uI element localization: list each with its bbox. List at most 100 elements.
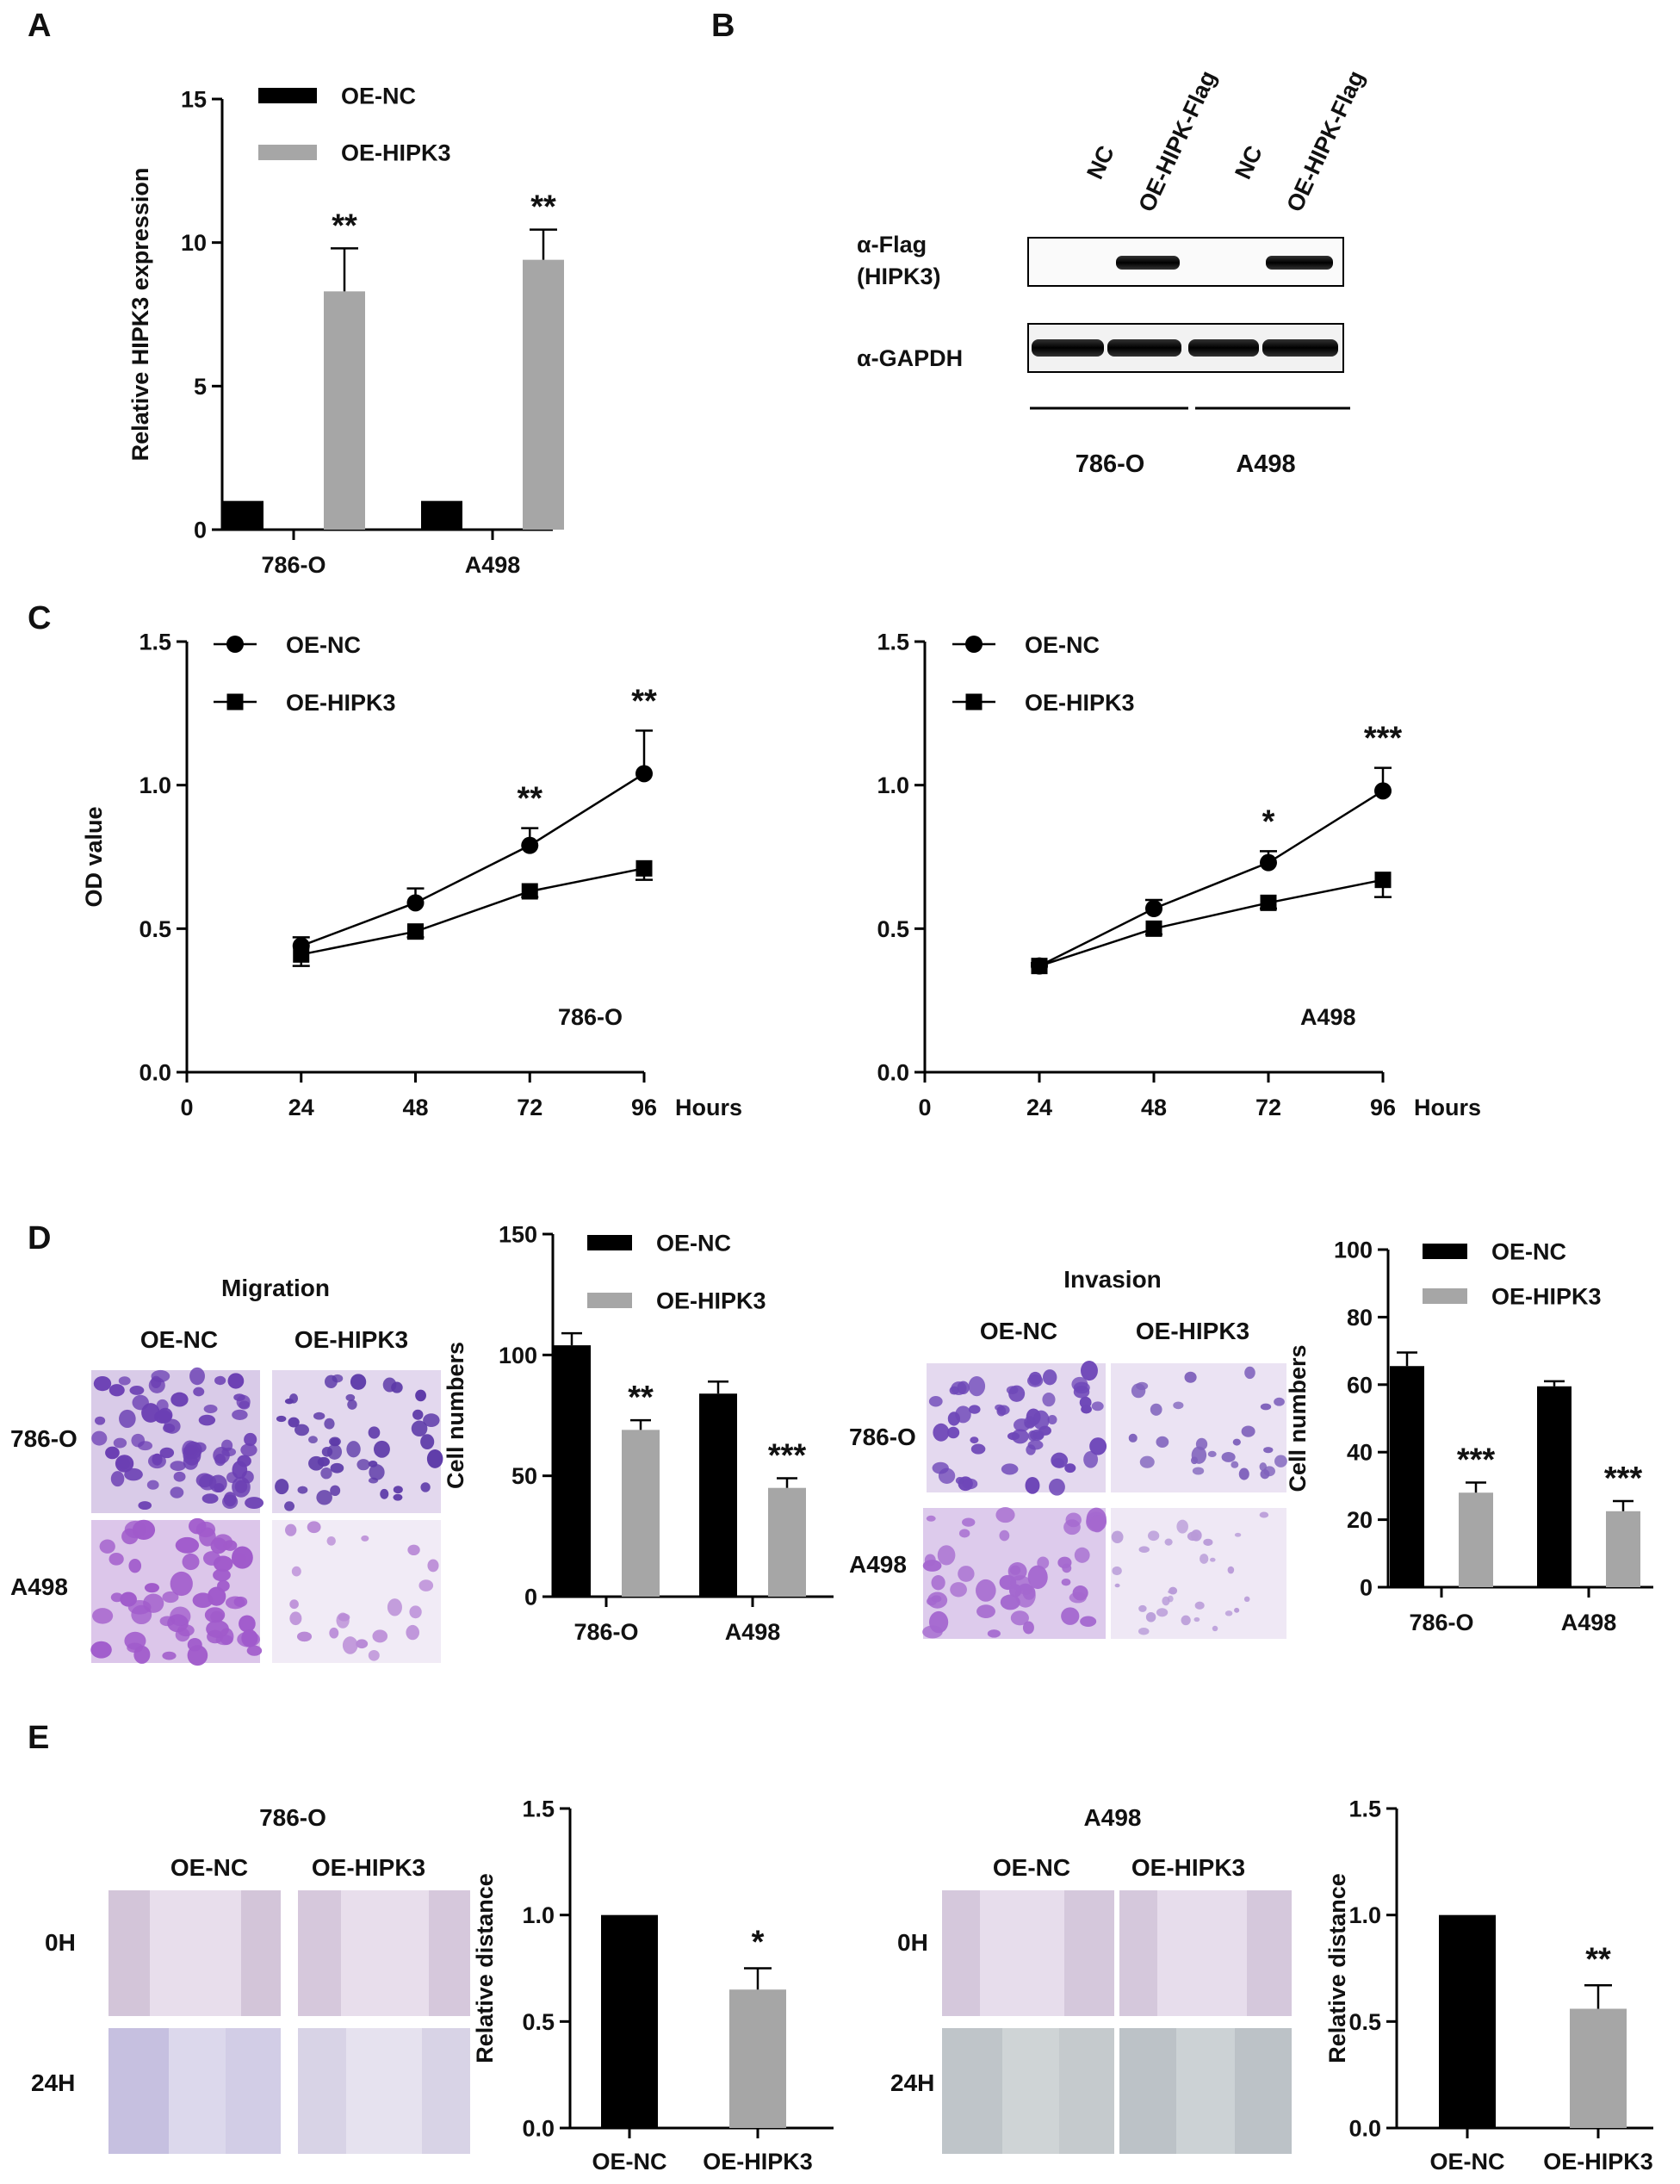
bar — [1537, 1386, 1572, 1587]
bar — [1570, 2008, 1627, 2128]
cell — [926, 1515, 936, 1522]
cell — [138, 1441, 153, 1451]
cell — [356, 1639, 369, 1649]
y-tick-label: 1.0 — [139, 772, 171, 798]
cell — [976, 1604, 995, 1618]
cell — [329, 1627, 339, 1639]
x-tick-label: 48 — [402, 1095, 428, 1120]
cell — [173, 1471, 186, 1482]
x-tick-label: OE-NC — [592, 2149, 667, 2175]
cell — [177, 1624, 195, 1637]
legend-label: OE-HIPK3 — [656, 1287, 766, 1313]
cell — [234, 1480, 248, 1493]
cell — [1164, 1538, 1173, 1546]
cell — [236, 1394, 251, 1409]
cell — [1065, 1512, 1082, 1528]
cell — [369, 1464, 385, 1480]
cell — [1263, 1447, 1274, 1454]
cell — [1010, 1575, 1031, 1591]
cell — [962, 1517, 976, 1527]
cell — [1259, 1511, 1269, 1518]
cell — [412, 1409, 424, 1420]
cell — [1069, 1591, 1087, 1604]
cell — [933, 1423, 950, 1442]
micrograph-row-label: 24H — [890, 2069, 934, 2096]
chart-annotation: A498 — [1300, 1004, 1356, 1030]
cell — [1191, 1446, 1207, 1464]
cell — [368, 1426, 381, 1439]
cell — [146, 1480, 159, 1490]
micrograph-image — [1111, 1363, 1287, 1492]
cell — [415, 1389, 426, 1402]
x-tick-label: A498 — [465, 552, 521, 578]
cell — [1081, 1405, 1092, 1414]
cell — [276, 1415, 287, 1423]
cell — [947, 1426, 960, 1439]
wound-image — [298, 2028, 470, 2154]
cell — [1210, 1557, 1216, 1562]
y-tick-label: 0.5 — [877, 916, 909, 942]
y-tick-label: 1.5 — [1348, 1796, 1381, 1821]
significance-label: ** — [1585, 1941, 1611, 1977]
x-tick-label: 96 — [631, 1095, 657, 1120]
cell — [1138, 1604, 1147, 1612]
blot-row-label: (HIPK3) — [857, 264, 941, 289]
cell — [110, 1471, 125, 1487]
cell — [138, 1501, 152, 1511]
cell — [1139, 1455, 1155, 1468]
x-tick-label: 48 — [1141, 1095, 1167, 1120]
cell — [162, 1651, 177, 1660]
cell — [1187, 1531, 1199, 1542]
cell — [246, 1645, 263, 1656]
cell — [1259, 1462, 1268, 1472]
cell — [1221, 1451, 1236, 1462]
cell — [1049, 1478, 1065, 1496]
y-tick-label: 0 — [524, 1584, 537, 1610]
cell — [1061, 1578, 1071, 1586]
micrograph-col-label: OE-NC — [140, 1326, 218, 1353]
cell — [1112, 1566, 1122, 1576]
bar — [601, 1914, 658, 2128]
micrograph-image — [927, 1361, 1107, 1496]
wound-image — [108, 1890, 281, 2016]
legend-swatch — [1423, 1244, 1467, 1259]
y-tick-label: 0 — [194, 517, 207, 543]
micrograph-image — [90, 1517, 263, 1666]
wound-image — [108, 2028, 281, 2154]
cell — [962, 1478, 978, 1490]
cell — [999, 1529, 1010, 1542]
y-tick-label: 5 — [194, 374, 207, 400]
cell — [206, 1620, 229, 1638]
chart-c-a498-od: 0.00.51.01.50 24 48 72 96 Hours****A498OE-NCO… — [877, 629, 1481, 1120]
cell — [1232, 1438, 1241, 1446]
cell — [393, 1486, 403, 1494]
cell — [968, 1405, 981, 1414]
cell — [1080, 1616, 1097, 1627]
significance-label: ** — [332, 208, 357, 244]
cell — [938, 1467, 956, 1484]
legend-swatch — [1423, 1288, 1467, 1304]
cell — [1026, 1444, 1036, 1455]
y-tick-label: 0.0 — [522, 2115, 555, 2141]
cell — [1009, 1565, 1021, 1575]
bar — [699, 1393, 737, 1597]
significance-label: *** — [1364, 721, 1403, 757]
legend-label: OE-HIPK3 — [1491, 1283, 1602, 1309]
cell — [227, 1373, 245, 1389]
cell — [368, 1649, 380, 1661]
cell — [1042, 1369, 1057, 1386]
cell — [427, 1559, 439, 1573]
y-tick-label: 1.5 — [522, 1796, 555, 1821]
cell — [1057, 1556, 1072, 1569]
micrograph-row-label: 0H — [45, 1929, 76, 1956]
cell — [380, 1488, 389, 1499]
cell — [926, 1597, 937, 1606]
micrograph-col-label: OE-HIPK3 — [294, 1326, 408, 1353]
bar — [1459, 1492, 1493, 1587]
cell — [950, 1582, 967, 1598]
cell — [198, 1414, 216, 1426]
legend-swatch — [587, 1235, 632, 1250]
legend-marker — [226, 693, 244, 710]
cell — [1000, 1594, 1020, 1610]
cell — [308, 1455, 325, 1471]
